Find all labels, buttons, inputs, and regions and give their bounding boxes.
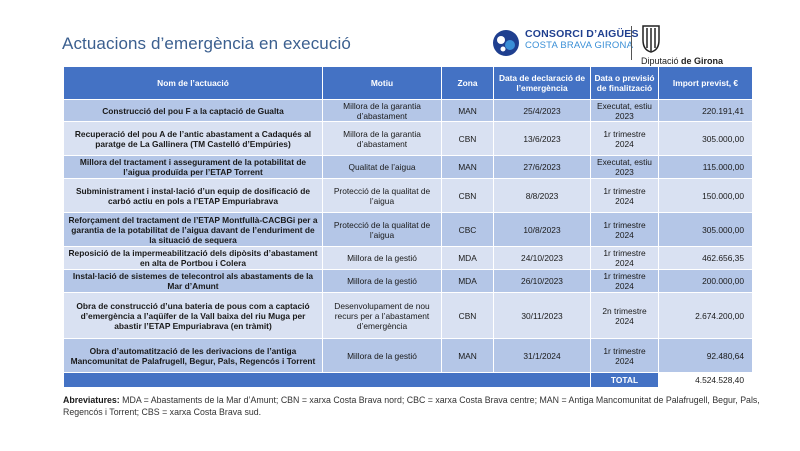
- cell-data: 27/6/2023: [493, 155, 591, 179]
- cell-motiu: Millora de la gestió: [322, 246, 442, 270]
- cell-import: 305.000,00: [658, 212, 753, 247]
- cell-fi: 1r trimestre 2024: [590, 212, 659, 247]
- cell-data: 30/11/2023: [493, 292, 591, 339]
- cell-zona: CBN: [441, 121, 494, 156]
- cell-motiu: Desenvolupament de nou recurs per a l’ab…: [322, 292, 442, 339]
- table-header-row: Nom de l’actuació Motiu Zona Data de dec…: [63, 66, 753, 100]
- cell-name: Recuperació del pou A de l’antic abastam…: [63, 121, 323, 156]
- total-value: 4.524.528,40: [658, 372, 753, 388]
- cell-import: 150.000,00: [658, 178, 753, 213]
- cell-motiu: Protecció de la qualitat de l’aigua: [322, 212, 442, 247]
- abbreviations-note: Abreviatures: MDA = Abastaments de la Ma…: [63, 394, 763, 418]
- cell-name: Reforçament del tractament de l’ETAP Mon…: [63, 212, 323, 247]
- cell-name: Obra de construcció d’una bateria de pou…: [63, 292, 323, 339]
- diputacio-shield-icon: [642, 25, 660, 53]
- total-label: TOTAL: [590, 372, 659, 388]
- consorci-logo-text: CONSORCI D’AIGÜES COSTA BRAVA GIRONA: [525, 28, 639, 52]
- cell-import: 200.000,00: [658, 269, 753, 293]
- logo-divider: [631, 26, 632, 60]
- cell-motiu: Millora de la garantia d’abastament: [322, 99, 442, 122]
- cell-motiu: Millora de la gestió: [322, 338, 442, 373]
- cell-data: 10/8/2023: [493, 212, 591, 247]
- diputacio-logo-text: Diputació de Girona: [641, 56, 723, 66]
- cell-motiu: Millora de la gestió: [322, 269, 442, 293]
- cell-motiu: Qualitat de l’aigua: [322, 155, 442, 179]
- cell-import: 115.000,00: [658, 155, 753, 179]
- cell-name: Subministrament i instal·lació d’un equi…: [63, 178, 323, 213]
- cell-data: 13/6/2023: [493, 121, 591, 156]
- consorci-subtitle: COSTA BRAVA GIRONA: [525, 40, 634, 51]
- table-row: Subministrament i instal·lació d’un equi…: [63, 178, 753, 213]
- cell-data: 25/4/2023: [493, 99, 591, 122]
- logos: CONSORCI D’AIGÜES COSTA BRAVA GIRONA Dip…: [491, 22, 751, 66]
- cell-fi: 1r trimestre 2024: [590, 269, 659, 293]
- col-header-zona: Zona: [441, 66, 494, 100]
- cell-data: 8/8/2023: [493, 178, 591, 213]
- total-row: TOTAL 4.524.528,40: [63, 372, 753, 388]
- table-row: Reforçament del tractament de l’ETAP Mon…: [63, 212, 753, 247]
- cell-zona: MAN: [441, 99, 494, 122]
- col-header-data: Data de declaració de l’emergència: [493, 66, 591, 100]
- abbreviations-text: MDA = Abastaments de la Mar d’Amunt; CBN…: [63, 395, 760, 417]
- cell-zona: MDA: [441, 246, 494, 270]
- abbreviations-label: Abreviatures:: [63, 395, 120, 405]
- cell-name: Millora del tractament i assegurament de…: [63, 155, 323, 179]
- table-row: Construcció del pou F a la captació de G…: [63, 99, 753, 122]
- total-spacer: [63, 372, 591, 388]
- page-title: Actuacions d’emergència en execució: [62, 34, 351, 53]
- cell-motiu: Protecció de la qualitat de l’aigua: [322, 178, 442, 213]
- cell-fi: Executat, estiu 2023: [590, 155, 659, 179]
- cell-fi: 1r trimestre 2024: [590, 338, 659, 373]
- cell-fi: 2n trimestre 2024: [590, 292, 659, 339]
- cell-fi: Executat, estiu 2023: [590, 99, 659, 122]
- col-header-fi: Data o previsió de finalització: [590, 66, 659, 100]
- cell-fi: 1r trimestre 2024: [590, 178, 659, 213]
- cell-zona: CBN: [441, 178, 494, 213]
- cell-data: 24/10/2023: [493, 246, 591, 270]
- cell-import: 92.480,64: [658, 338, 753, 373]
- consorci-logo-icon: [493, 30, 519, 56]
- table-row: Obra d’automatització de les derivacions…: [63, 338, 753, 373]
- col-header-motiu: Motiu: [322, 66, 442, 100]
- actions-table: Nom de l’actuació Motiu Zona Data de dec…: [63, 66, 753, 388]
- cell-import: 305.000,00: [658, 121, 753, 156]
- cell-zona: MAN: [441, 338, 494, 373]
- cell-name: Reposició de la impermeabilització dels …: [63, 246, 323, 270]
- diputacio-prefix: Diputació: [641, 56, 682, 66]
- cell-import: 220.191,41: [658, 99, 753, 122]
- table-row: Reposició de la impermeabilització dels …: [63, 246, 753, 270]
- diputacio-suffix: de Girona: [681, 56, 724, 66]
- cell-name: Obra d’automatització de les derivacions…: [63, 338, 323, 373]
- cell-zona: MAN: [441, 155, 494, 179]
- consorci-name: CONSORCI D’AIGÜES: [525, 28, 639, 40]
- cell-fi: 1r trimestre 2024: [590, 121, 659, 156]
- cell-fi: 1r trimestre 2024: [590, 246, 659, 270]
- col-header-import: Import previst, €: [658, 66, 753, 100]
- cell-import: 2.674.200,00: [658, 292, 753, 339]
- cell-data: 26/10/2023: [493, 269, 591, 293]
- cell-import: 462.656,35: [658, 246, 753, 270]
- cell-motiu: Millora de la garantia d’abastament: [322, 121, 442, 156]
- table-row: Obra de construcció d’una bateria de pou…: [63, 292, 753, 339]
- cell-name: Instal·lació de sistemes de telecontrol …: [63, 269, 323, 293]
- cell-zona: CBN: [441, 292, 494, 339]
- cell-data: 31/1/2024: [493, 338, 591, 373]
- table-row: Millora del tractament i assegurament de…: [63, 155, 753, 179]
- table-row: Recuperació del pou A de l’antic abastam…: [63, 121, 753, 156]
- col-header-name: Nom de l’actuació: [63, 66, 323, 100]
- cell-zona: CBC: [441, 212, 494, 247]
- table-row: Instal·lació de sistemes de telecontrol …: [63, 269, 753, 293]
- cell-zona: MDA: [441, 269, 494, 293]
- cell-name: Construcció del pou F a la captació de G…: [63, 99, 323, 122]
